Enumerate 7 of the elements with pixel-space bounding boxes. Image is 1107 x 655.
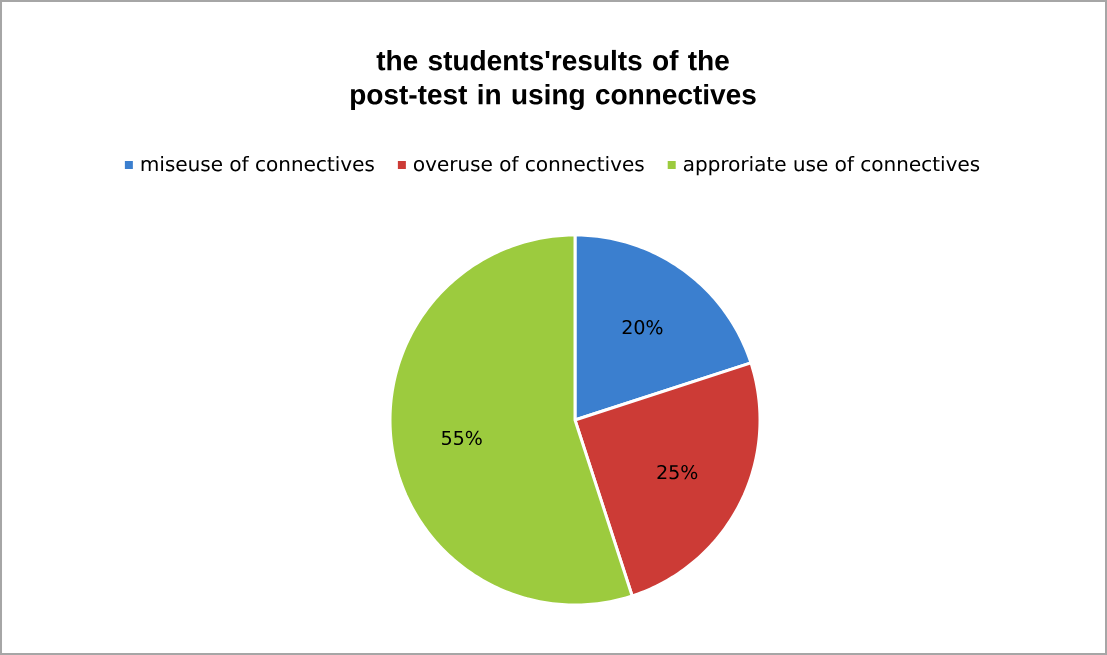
legend-label: miseuse of connectives: [141, 155, 374, 172]
data-label: 55%: [442, 430, 482, 446]
chart-title: the students'results of the post-test in using connectives: [351, 49, 756, 111]
data-label: 25%: [657, 464, 698, 480]
data-label: 20%: [622, 320, 663, 335]
legend-label: overuse of connectives: [413, 155, 644, 172]
legend-label: approriate use of connectives: [683, 155, 980, 176]
